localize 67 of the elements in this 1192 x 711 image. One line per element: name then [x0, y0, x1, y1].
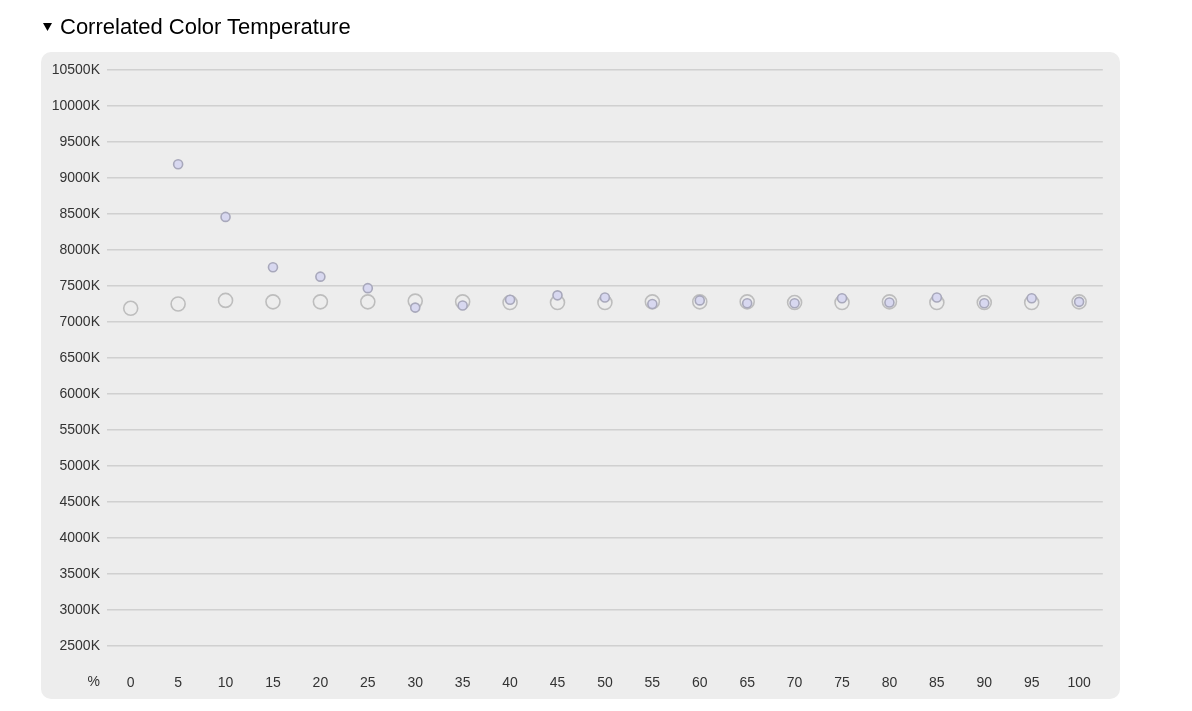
x-tick-label: 55: [644, 674, 661, 691]
y-tick-label: 8000K: [59, 240, 101, 257]
x-tick-label: 45: [549, 674, 566, 691]
point: [1023, 294, 1040, 311]
x-tick-label: 15: [265, 674, 281, 691]
point: [694, 295, 706, 306]
point: [931, 292, 943, 303]
x-tick-label: 25: [360, 674, 376, 691]
y-tick-label: 6000K: [59, 384, 101, 401]
x-tick-label: 75: [834, 674, 851, 691]
point: [220, 211, 231, 223]
x-tick-label: 20: [312, 674, 329, 691]
y-tick-label: 2500K: [59, 636, 101, 653]
y-tick-label: 5000K: [59, 456, 101, 473]
point: [315, 271, 326, 282]
point: [312, 294, 329, 310]
point: [217, 292, 234, 309]
x-tick-label: 90: [976, 674, 993, 691]
x-tick-label: 70: [786, 674, 803, 691]
y-tick-label: 7000K: [59, 312, 101, 329]
y-tick-label: 7500K: [59, 276, 101, 293]
point: [454, 294, 471, 310]
x-tick-label: 30: [407, 674, 424, 691]
point: [644, 294, 661, 310]
point: [691, 294, 708, 310]
point: [265, 294, 281, 310]
point: [1026, 292, 1037, 304]
x-axis-title: %: [87, 672, 100, 689]
x-tick-label: 0: [126, 674, 135, 691]
y-tick-label: 10500K: [51, 60, 101, 77]
x-tick-label: 95: [1023, 674, 1040, 691]
y-tick-label: 4500K: [59, 492, 101, 509]
point: [502, 294, 518, 311]
point: [504, 294, 516, 305]
x-tick-label: 65: [739, 674, 756, 691]
x-tick-label: 100: [1067, 674, 1092, 691]
chart-title: Correlated Color Temperature: [60, 13, 351, 41]
y-tick-label: 9500K: [59, 132, 101, 149]
y-tick-label: 5500K: [59, 420, 101, 437]
point: [407, 293, 424, 309]
x-tick-label: 35: [454, 674, 471, 691]
y-tick-label: 8500K: [59, 204, 101, 221]
x-tick-label: 80: [881, 674, 898, 691]
x-tick-label: 10: [217, 674, 234, 691]
point: [172, 159, 184, 170]
point: [409, 302, 421, 313]
x-tick-label: 60: [691, 674, 708, 691]
x-tick-label: 40: [502, 674, 519, 691]
point: [836, 292, 848, 304]
point: [647, 298, 658, 310]
point: [267, 261, 279, 273]
y-tick-label: 9000K: [59, 168, 101, 185]
y-tick-label: 4000K: [59, 528, 101, 545]
point: [360, 294, 376, 310]
point: [122, 300, 139, 317]
y-tick-label: 10000K: [51, 96, 101, 113]
point: [362, 282, 374, 294]
x-tick-label: 50: [597, 674, 613, 691]
x-tick-label: 85: [929, 674, 945, 691]
point: [170, 296, 186, 312]
point: [552, 290, 563, 301]
x-tick-label: 5: [174, 674, 183, 691]
y-tick-label: 3500K: [59, 564, 101, 581]
point: [549, 294, 566, 311]
y-tick-label: 6500K: [59, 348, 101, 365]
point: [599, 292, 611, 303]
y-tick-label: 3000K: [59, 600, 101, 617]
